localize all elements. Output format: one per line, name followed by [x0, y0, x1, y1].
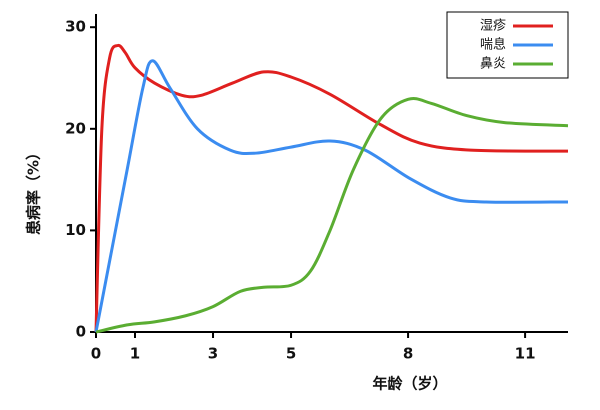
line [94, 43, 569, 333]
legend-label: 鼻炎 [480, 56, 506, 72]
y-tick-label: 30 [65, 18, 86, 36]
legend-label: 喘息 [480, 37, 506, 53]
line [94, 59, 569, 333]
y-axis-label: 患病率（%） [25, 145, 43, 235]
line [95, 97, 569, 334]
legend-label: 湿疹 [480, 18, 506, 34]
x-tick-label: 0 [91, 345, 101, 363]
x-tick-label: 3 [208, 345, 218, 363]
y-tick-label: 20 [65, 119, 86, 137]
x-tick-label: 1 [130, 345, 140, 363]
x-tick-label: 5 [286, 345, 296, 363]
x-tick-label: 11 [515, 345, 536, 363]
y-tick-label: 0 [76, 323, 86, 341]
x-axis-label: 年龄（岁） [372, 375, 447, 393]
x-tick-label: 8 [403, 345, 413, 363]
y-tick-label: 10 [65, 221, 86, 239]
